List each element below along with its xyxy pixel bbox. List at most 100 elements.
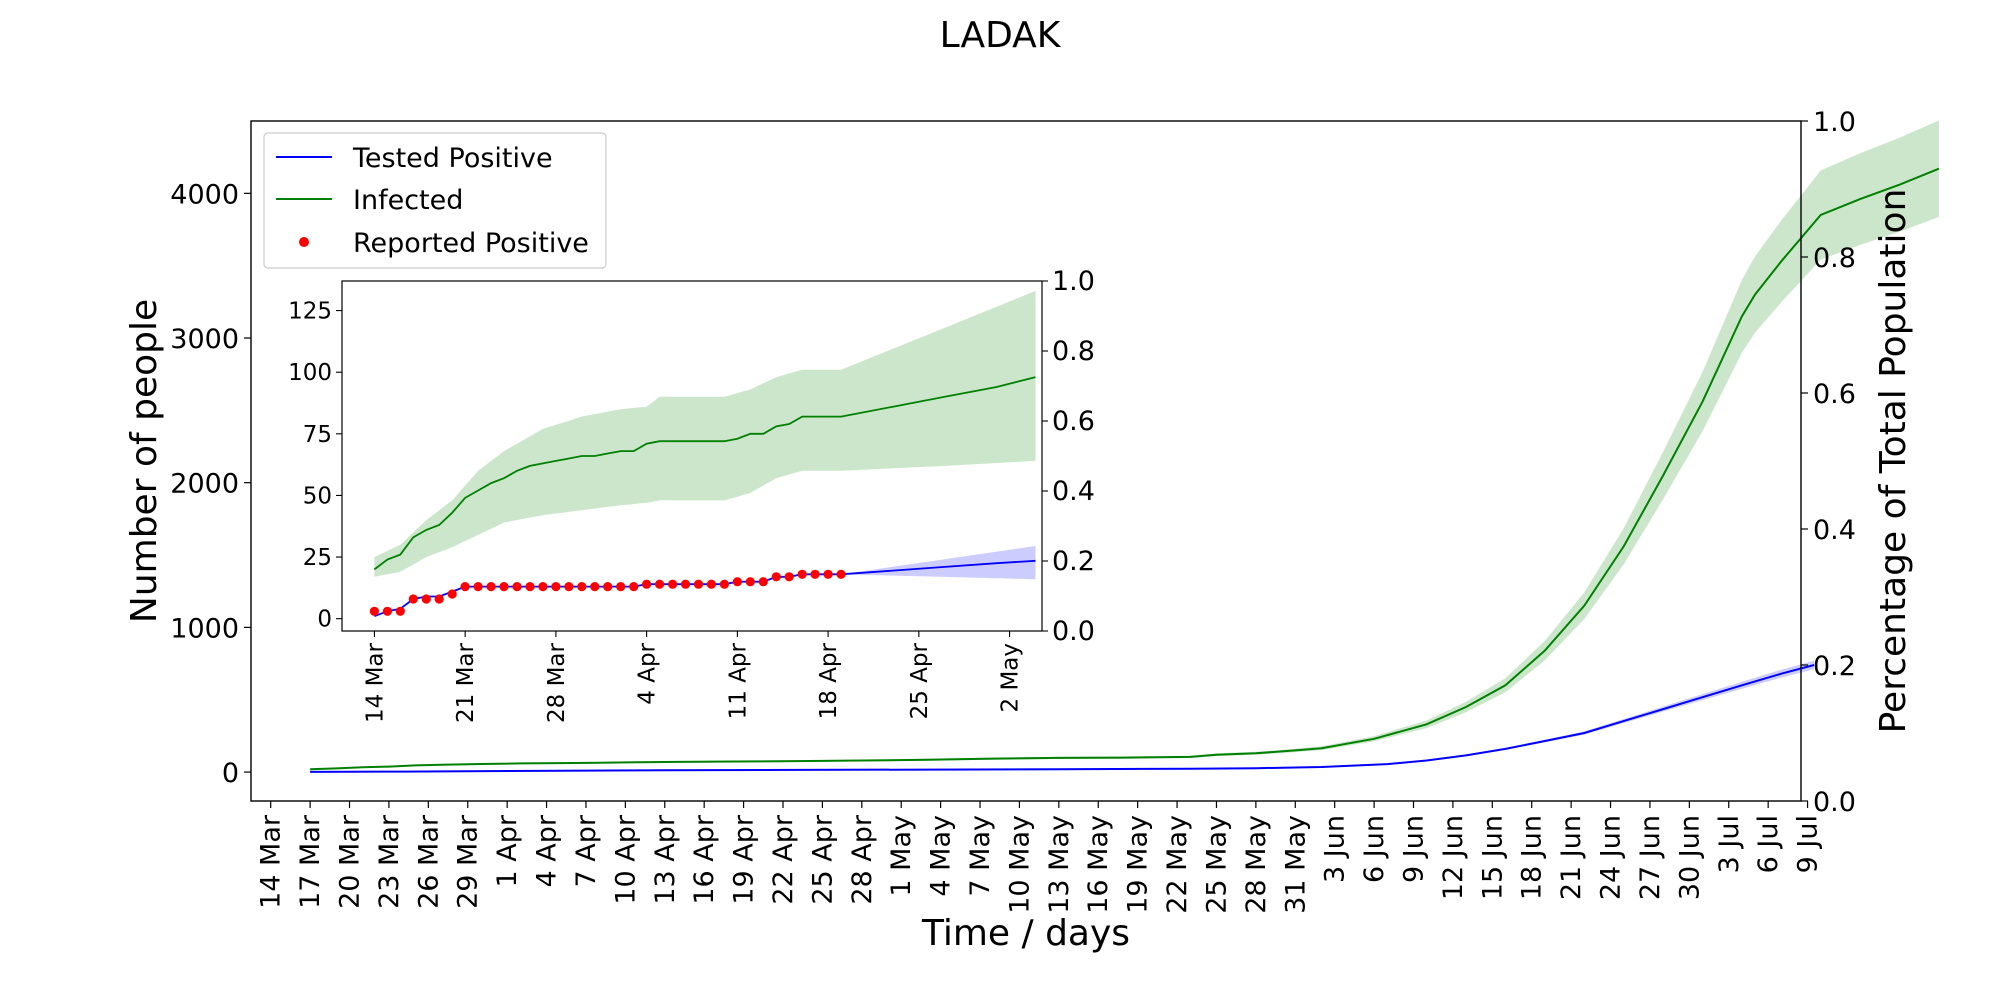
band-tested-positive [310, 660, 1815, 773]
y2-tick-label: 0.2 [1813, 651, 1856, 682]
reported-positive-point [447, 589, 457, 599]
x-tick-label: 7 Apr [571, 814, 602, 887]
inset-chart: 14 Mar 21 Mar 28 Mar 4 Apr 11 Apr 18 Apr 25 Ap… [288, 266, 1095, 723]
main-y-axis: 0 1000 2000 3000 4000 [170, 179, 251, 789]
reported-positive-point [784, 572, 794, 582]
x-tick-label: 16 Apr [689, 814, 720, 905]
reported-positive-point [590, 582, 600, 592]
legend-box [263, 132, 607, 269]
reported-positive-point [706, 579, 717, 589]
reported-positive-point [434, 594, 444, 604]
main-x-axis: 14 Mar 17 Mar 20 Mar 23 Mar 26 Mar 29 Mar 1 Ap… [256, 801, 1824, 914]
x-tick-label: 24 Jun [1596, 815, 1627, 900]
reported-positive-point [758, 577, 768, 587]
line-tested-positive [310, 664, 1815, 773]
inset-y2-tick-label: 0.6 [1052, 406, 1095, 437]
x-tick-label: 23 Mar [374, 814, 405, 909]
inset-plot-frame [341, 280, 1043, 632]
x-tick-label: 13 May [1044, 815, 1075, 914]
reported-positive-point [369, 606, 379, 616]
reported-positive-point [564, 582, 574, 592]
inset-secondary-y-axis: 0.0 0.2 0.4 0.6 0.8 1.0 [1042, 266, 1095, 647]
inset-line-infected [373, 376, 1036, 571]
reported-positive-point [486, 582, 496, 592]
inset-band-infected [374, 290, 1036, 577]
chart-title: LADAK [940, 15, 1062, 56]
y2-tick-label: 0.4 [1813, 515, 1856, 546]
reported-positive-point [473, 582, 483, 592]
y-axis-label: Number of people [124, 299, 165, 623]
inset-x-tick-label: 28 Mar [544, 642, 570, 723]
reported-positive-point [499, 582, 509, 592]
x-tick-label: 26 Mar [413, 814, 444, 909]
inset-y2-tick-label: 0.0 [1052, 616, 1095, 647]
legend-reported-positive-swatch [299, 237, 309, 247]
inset-background [342, 281, 1042, 631]
x-tick-label: 4 Apr [532, 814, 563, 887]
inset-y-tick-label: 0 [317, 607, 332, 633]
x-tick-label: 16 May [1083, 815, 1114, 914]
inset-y-tick-label: 125 [288, 299, 332, 325]
inset-x-tick-label: 21 Mar [453, 642, 479, 723]
reported-positive-point [577, 582, 587, 592]
x-tick-label: 30 Jun [1674, 815, 1705, 900]
x-tick-label: 3 Jun [1320, 815, 1351, 883]
x-tick-label: 28 Apr [847, 814, 878, 905]
inset-y2-tick-label: 0.2 [1052, 546, 1095, 577]
x-tick-label: 22 May [1162, 815, 1193, 914]
inset-x-tick-label: 18 Apr [816, 642, 842, 719]
y-tick-label: 1000 [170, 613, 239, 644]
inset-y-tick-label: 25 [303, 545, 332, 571]
reported-positive-point [668, 579, 678, 589]
x-axis-label: Time / days [921, 913, 1130, 954]
y-tick-label: 2000 [170, 469, 239, 500]
reported-positive-point [680, 579, 691, 589]
legend: Tested Positive Infected Reported Positi… [263, 132, 607, 269]
legend-infected-label: Infected [353, 185, 463, 216]
reported-positive-point [655, 579, 665, 589]
main-plot-frame [250, 120, 1802, 802]
reported-positive-point [395, 606, 405, 616]
reported-positive-point [771, 572, 781, 582]
inset-y-tick-label: 50 [303, 483, 332, 509]
reported-positive-point [745, 577, 755, 587]
x-tick-label: 13 Apr [650, 814, 681, 905]
inset-y2-tick-label: 0.8 [1052, 336, 1095, 367]
x-tick-label: 3 Jul [1714, 815, 1745, 873]
inset-x-tick-label: 11 Apr [725, 642, 751, 719]
y2-tick-label: 1.0 [1813, 107, 1856, 138]
y2-tick-label: 0.8 [1813, 243, 1856, 274]
y2-tick-label: 0.0 [1813, 787, 1856, 818]
x-tick-label: 4 May [926, 815, 957, 897]
x-tick-label: 27 Jun [1635, 815, 1666, 900]
y2-axis-label: Percentage of Total Population [1873, 189, 1914, 734]
x-tick-label: 18 Jun [1517, 815, 1548, 900]
reported-positive-point [551, 582, 561, 592]
reported-positive-point [408, 594, 418, 604]
inset-y2-tick-label: 1.0 [1052, 266, 1095, 297]
inset-x-tick-label: 4 Apr [635, 642, 661, 704]
reported-positive-point [836, 569, 846, 579]
x-tick-label: 7 May [965, 815, 996, 897]
x-tick-label: 15 Jun [1477, 815, 1508, 900]
x-tick-label: 10 Apr [610, 814, 641, 905]
line-infected [310, 167, 1940, 771]
x-tick-label: 20 Mar [335, 814, 366, 909]
inset-y-tick-label: 100 [288, 360, 332, 386]
reported-positive-point [797, 569, 807, 579]
inset-x-axis: 14 Mar 21 Mar 28 Mar 4 Apr 11 Apr 18 Apr 25 Ap… [362, 631, 1024, 723]
x-tick-label: 31 May [1280, 815, 1311, 914]
main-secondary-y-axis: 0.0 0.2 0.4 0.6 0.8 1.0 [1801, 107, 1856, 818]
reported-positive-point [603, 582, 613, 592]
x-tick-label: 29 Mar [453, 814, 484, 909]
reported-positive-point [512, 582, 522, 592]
inset-y2-tick-label: 0.4 [1052, 476, 1095, 507]
x-tick-label: 28 May [1241, 815, 1272, 914]
x-tick-label: 25 Apr [807, 814, 838, 905]
x-tick-label: 9 Jul [1793, 815, 1824, 873]
y-tick-label: 4000 [170, 179, 239, 210]
x-tick-label: 19 May [1123, 815, 1154, 914]
x-tick-label: 17 Mar [295, 814, 326, 909]
reported-positive-point [525, 582, 535, 592]
reported-positive-point [460, 582, 470, 592]
